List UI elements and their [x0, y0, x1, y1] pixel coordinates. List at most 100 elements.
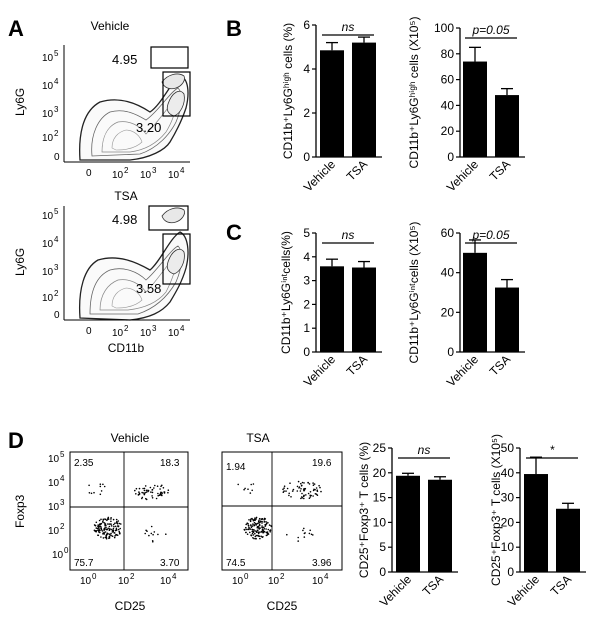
- scatter-dot: [261, 530, 264, 532]
- panel-label-c: C: [226, 220, 242, 245]
- scatter-dot: [151, 497, 154, 499]
- scatter-dot: [116, 534, 119, 536]
- scatter-dot: [265, 534, 268, 537]
- scatter-dot: [252, 537, 254, 539]
- svg-text:4: 4: [54, 235, 59, 244]
- scatter-dot: [312, 484, 315, 487]
- flow-x-axis-label: CD11b: [108, 341, 145, 355]
- y-tick-label: 20: [441, 124, 455, 138]
- scatter-dot: [113, 536, 116, 539]
- scatter-dot: [119, 527, 121, 530]
- scatter-dot: [93, 491, 95, 494]
- scatter-dot: [110, 523, 112, 525]
- scatter-dot: [110, 520, 112, 523]
- scatter-dot: [255, 523, 257, 525]
- scatter-dot: [255, 516, 258, 519]
- scatter-dot: [303, 527, 305, 530]
- scatter-dot: [107, 523, 109, 525]
- quadrant-lower-left: 75.7: [74, 558, 94, 569]
- svg-text:10: 10: [42, 81, 54, 92]
- scatter-dot: [258, 517, 261, 520]
- scatter-dot: [261, 522, 263, 524]
- scatter-dot: [253, 529, 255, 531]
- bar-tsa: [428, 479, 452, 572]
- y-tick-label: 25: [373, 441, 387, 455]
- y-tick-label: 20: [501, 515, 515, 529]
- scatter-dot: [100, 536, 102, 538]
- flow-y-ticks: 10 5 10 4 10 3 10 2 0: [42, 207, 60, 321]
- scatter-dot: [252, 519, 255, 522]
- y-tick-label: 30: [501, 491, 515, 505]
- scatter-dot: [299, 490, 302, 492]
- scatter-dot: [251, 489, 253, 492]
- scatter-dot: [269, 529, 272, 531]
- scatter-dot: [247, 523, 249, 525]
- scatter-dot: [95, 527, 98, 529]
- svg-text:5: 5: [60, 450, 65, 459]
- svg-text:0: 0: [92, 572, 97, 581]
- scatter-dot: [150, 532, 153, 535]
- category-label: TSA: [344, 352, 370, 378]
- scatter-dot: [113, 532, 115, 534]
- quadrant-upper-left: 2.35: [74, 458, 94, 469]
- svg-text:2: 2: [280, 572, 285, 581]
- scatter-points: [237, 480, 322, 542]
- scatter-dot: [291, 490, 294, 492]
- scatter-dot: [117, 525, 120, 527]
- bar-vehicle: [396, 475, 420, 572]
- scatter-dot: [301, 492, 303, 495]
- scatter-dot: [267, 533, 270, 535]
- scatter-dot: [258, 519, 260, 522]
- y-tick-label: 5: [303, 226, 310, 240]
- scatter-dot: [100, 527, 102, 530]
- scatter-dot: [112, 518, 115, 521]
- scatter-dot: [97, 524, 99, 526]
- quadrant-lower-right: 3.70: [160, 558, 180, 569]
- scatter-dot: [250, 526, 253, 529]
- scatter-dot: [110, 517, 112, 519]
- scatter-dot: [247, 488, 249, 491]
- scatter-dot: [303, 482, 305, 484]
- svg-text:10: 10: [42, 267, 54, 278]
- scatter-dot: [309, 496, 312, 498]
- scatter-dot: [290, 496, 292, 498]
- scatter-dot: [265, 521, 268, 523]
- svg-text:10: 10: [232, 576, 244, 587]
- y-tick-label: 0: [507, 565, 514, 579]
- y-tick-label: 20: [373, 466, 387, 480]
- scatter-dot: [237, 483, 239, 486]
- scatter-dot: [116, 520, 118, 523]
- scatter-dot: [111, 529, 114, 531]
- y-tick-label: 20: [441, 305, 455, 319]
- scatter-dot: [289, 482, 291, 485]
- svg-text:10: 10: [42, 109, 54, 120]
- y-tick-label: 1: [303, 321, 310, 335]
- scatter-dot: [247, 525, 250, 527]
- scatter-dot: [253, 521, 256, 524]
- y-tick-label: 3: [303, 274, 310, 288]
- scatter-dot: [151, 488, 154, 491]
- svg-text:2: 2: [60, 522, 65, 531]
- scatter-dot: [95, 521, 98, 524]
- scatter-dot: [115, 534, 117, 536]
- y-tick-label: 60: [441, 73, 455, 87]
- scatter-dot: [153, 487, 155, 489]
- scatter-dot: [105, 537, 108, 540]
- scatter-dot: [248, 519, 250, 521]
- scatter-dot: [312, 482, 314, 484]
- scatter-dot: [115, 528, 118, 531]
- scatter-dot: [118, 522, 121, 525]
- gate-ly6g-high: [148, 205, 189, 231]
- scatter-dot: [296, 485, 299, 488]
- scatter-dot: [307, 492, 310, 495]
- y-tick-label: 0: [379, 565, 386, 579]
- scatter-dot: [143, 487, 146, 490]
- category-label: TSA: [548, 572, 574, 598]
- bar-tsa: [352, 42, 376, 157]
- flow-x-axis-label: CD25: [115, 599, 146, 613]
- svg-text:2: 2: [54, 289, 59, 298]
- scatter-dot: [265, 528, 267, 530]
- quadrant-lower-right: 3.96: [312, 558, 332, 569]
- flow-x-ticks: 0 10 2 10 3 10 4: [86, 324, 185, 339]
